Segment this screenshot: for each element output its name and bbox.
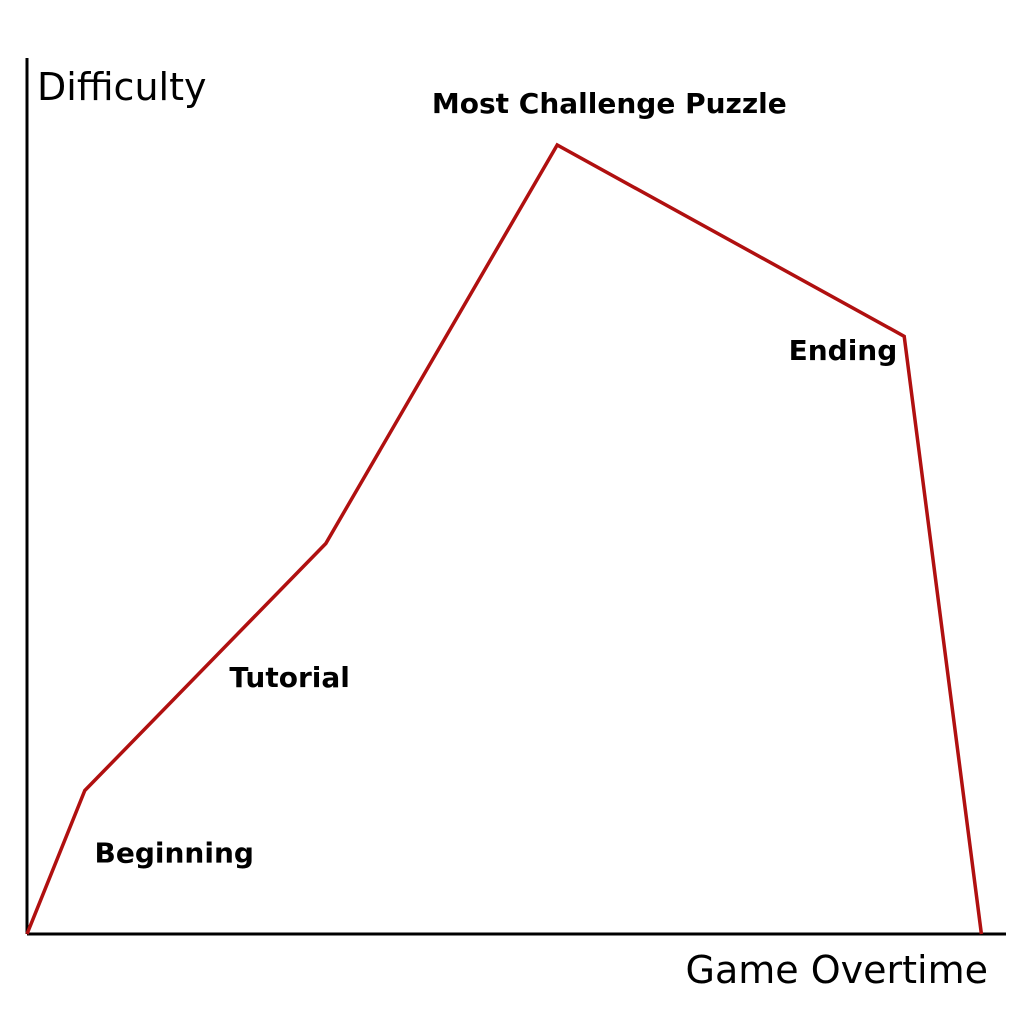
- annotation-tutorial: Tutorial: [229, 661, 349, 694]
- phase-annotations: Beginning Tutorial Most Challenge Puzzle En…: [95, 87, 898, 869]
- x-axis-title: Game Overtime: [686, 948, 988, 992]
- y-axis-title: Difficulty: [37, 65, 206, 109]
- annotation-most-challenge-puzzle: Most Challenge Puzzle: [432, 87, 787, 120]
- annotation-beginning: Beginning: [95, 836, 254, 869]
- difficulty-line: [25, 142, 984, 935]
- annotation-ending: Ending: [789, 334, 898, 367]
